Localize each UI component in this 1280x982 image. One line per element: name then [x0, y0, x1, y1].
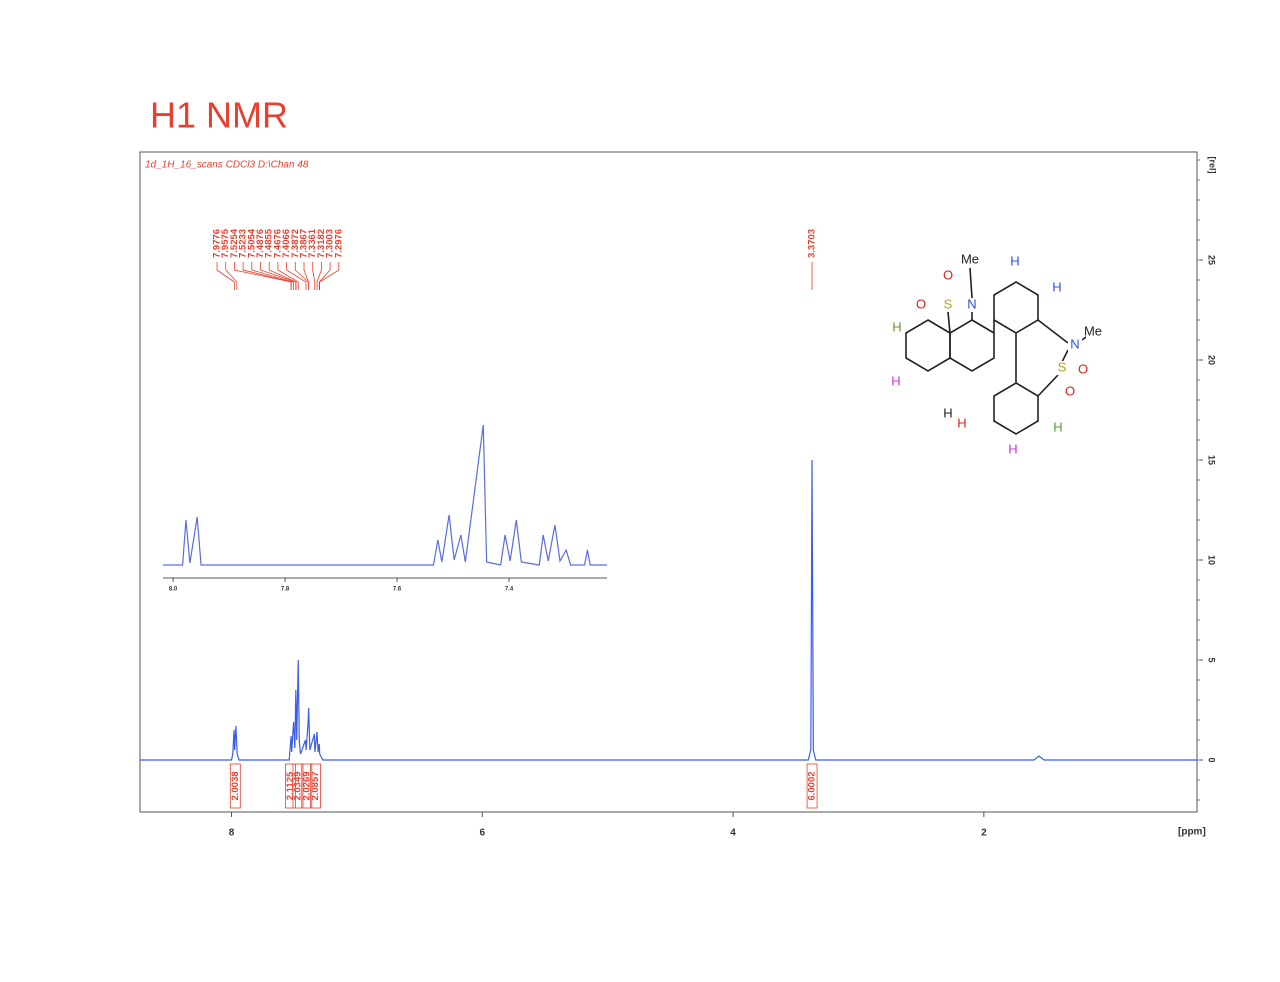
atom-label: O	[1078, 361, 1088, 376]
subtitle: 1d_1H_16_scans CDCl3 D:\Chan 48	[145, 160, 309, 171]
peak-label: 7.5254	[229, 228, 240, 258]
atom-label: O	[916, 296, 926, 311]
peak-connector	[286, 262, 307, 290]
y-tick-label: 25	[1207, 255, 1217, 265]
integral-label: 2.0349	[293, 771, 304, 800]
x-axis-label: [ppm]	[1178, 827, 1206, 838]
peak-connector	[242, 262, 292, 290]
atom-backdrop	[1063, 385, 1077, 399]
y-axis-label: [rel]	[1208, 156, 1218, 173]
spectrum-line	[140, 459, 1197, 761]
atom-label: Me	[961, 251, 979, 266]
integral-box	[292, 763, 304, 809]
integral-box	[285, 763, 296, 809]
x-tick-label: 8	[229, 828, 235, 839]
atom-backdrop	[1055, 361, 1069, 375]
atom-label: O	[1065, 383, 1075, 398]
y-tick-label: 5	[1207, 657, 1217, 662]
atom-backdrop	[1008, 255, 1022, 269]
peak-connector	[251, 262, 294, 290]
atom-backdrop	[941, 298, 955, 312]
peak-label: 7.3182	[316, 229, 327, 258]
y-tick-label: 0	[1207, 757, 1217, 762]
peak-label: 7.9575	[220, 228, 231, 258]
integral-label: 2.1125	[285, 771, 296, 800]
integral-box	[229, 763, 241, 809]
peak-label: 7.3872	[290, 229, 301, 258]
peak-label: 7.9776	[212, 229, 223, 258]
atom-backdrop	[963, 253, 977, 267]
atom-label: Me	[1084, 323, 1102, 338]
x-tick-label: 7.8	[281, 587, 290, 593]
x-tick-label: 7.6	[393, 587, 402, 593]
peak-label: 7.3361	[307, 228, 318, 258]
atom-label: H	[892, 319, 901, 334]
atom-label: H	[1053, 419, 1062, 434]
atom-label: H	[943, 405, 952, 420]
x-tick-label: 8.0	[169, 587, 178, 593]
integral-box	[310, 763, 321, 809]
atom-label: H	[1008, 441, 1017, 456]
integral-label: 2.0038	[230, 771, 241, 800]
atom-backdrop	[914, 298, 928, 312]
molecule-bonds	[905, 267, 1091, 435]
atom-backdrop	[965, 298, 979, 312]
atom-label: S	[944, 296, 953, 311]
peak-label: 7.2976	[333, 229, 344, 258]
atom-label: N	[1070, 336, 1079, 351]
y-tick-label: 10	[1207, 555, 1217, 565]
y-tick-label: 20	[1207, 355, 1217, 365]
peak-label: 7.5233	[238, 229, 249, 258]
integral-box	[806, 763, 818, 809]
peak-label: 3.3703	[807, 229, 818, 258]
page-title: H1 NMR	[150, 95, 288, 136]
integral-label: 2.0269	[301, 771, 312, 800]
atom-label: H	[1052, 279, 1061, 294]
atom-label: H	[1010, 253, 1019, 268]
peak-label: 7.3867	[299, 229, 310, 258]
peak-label: 7.4676	[272, 229, 283, 258]
peak-label: 7.3003	[325, 229, 336, 258]
peak-label: 7.4855	[264, 228, 275, 258]
x-tick-label: 6	[480, 828, 486, 839]
atom-backdrop	[889, 375, 903, 389]
atom-label: H	[957, 415, 966, 430]
peak-connector	[303, 262, 309, 290]
peak-connector	[312, 262, 316, 290]
integral-label: 6.0002	[807, 771, 818, 800]
atom-backdrop	[941, 407, 955, 421]
peak-connector	[216, 262, 235, 290]
atom-backdrop	[1051, 421, 1065, 435]
peak-label: 7.5054	[246, 228, 257, 258]
atom-label: O	[943, 267, 953, 282]
atom-backdrop	[941, 269, 955, 283]
peak-connector	[319, 262, 340, 290]
x-tick-label: 2	[981, 828, 987, 839]
y-tick-label: 15	[1207, 455, 1217, 465]
atom-backdrop	[955, 417, 969, 431]
integral-box	[301, 763, 313, 809]
peak-label: 7.4066	[281, 229, 292, 258]
peak-connector	[277, 262, 299, 290]
peak-connector	[225, 262, 238, 290]
atom-backdrop	[1050, 281, 1064, 295]
peak-connector	[268, 262, 297, 290]
atom-backdrop	[1076, 363, 1090, 377]
atom-backdrop	[1068, 338, 1082, 352]
peak-label: 7.4876	[255, 229, 266, 258]
atom-label: N	[967, 296, 976, 311]
peak-connector	[316, 262, 322, 290]
spectrum-line	[163, 424, 607, 566]
x-tick-label: 4	[730, 828, 736, 839]
atom-label: S	[1058, 359, 1067, 374]
atom-backdrop	[1006, 443, 1020, 457]
plot-frame	[139, 151, 1198, 813]
x-tick-label: 7.4	[505, 587, 514, 593]
atom-label: H	[891, 373, 900, 388]
atom-backdrop	[890, 321, 904, 335]
integral-label: 2.0857	[310, 771, 321, 800]
atom-backdrop	[1086, 325, 1100, 339]
